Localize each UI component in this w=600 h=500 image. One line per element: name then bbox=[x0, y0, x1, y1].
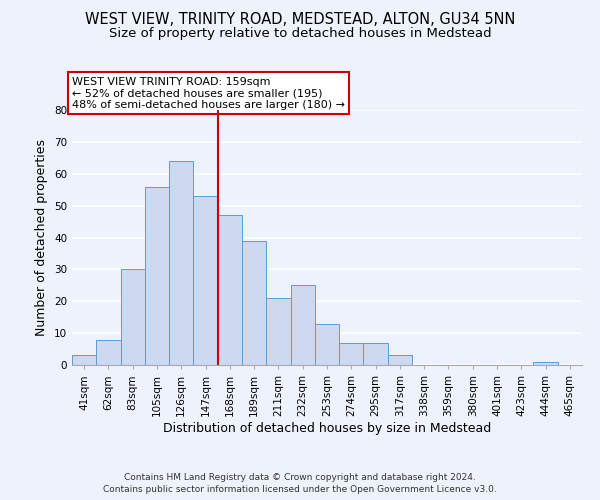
Bar bbox=[364, 342, 388, 365]
Text: Contains public sector information licensed under the Open Government Licence v3: Contains public sector information licen… bbox=[103, 485, 497, 494]
Bar bbox=[266, 298, 290, 365]
Text: WEST VIEW, TRINITY ROAD, MEDSTEAD, ALTON, GU34 5NN: WEST VIEW, TRINITY ROAD, MEDSTEAD, ALTON… bbox=[85, 12, 515, 28]
Text: Contains HM Land Registry data © Crown copyright and database right 2024.: Contains HM Land Registry data © Crown c… bbox=[124, 474, 476, 482]
Bar bbox=[388, 356, 412, 365]
Bar bbox=[169, 161, 193, 365]
Bar bbox=[96, 340, 121, 365]
Bar bbox=[193, 196, 218, 365]
Y-axis label: Number of detached properties: Number of detached properties bbox=[35, 139, 49, 336]
Bar bbox=[315, 324, 339, 365]
Bar bbox=[121, 270, 145, 365]
X-axis label: Distribution of detached houses by size in Medstead: Distribution of detached houses by size … bbox=[163, 422, 491, 434]
Bar bbox=[242, 240, 266, 365]
Text: WEST VIEW TRINITY ROAD: 159sqm
← 52% of detached houses are smaller (195)
48% of: WEST VIEW TRINITY ROAD: 159sqm ← 52% of … bbox=[72, 77, 345, 110]
Bar bbox=[339, 342, 364, 365]
Bar bbox=[218, 215, 242, 365]
Bar bbox=[72, 356, 96, 365]
Bar bbox=[145, 186, 169, 365]
Bar bbox=[290, 286, 315, 365]
Text: Size of property relative to detached houses in Medstead: Size of property relative to detached ho… bbox=[109, 28, 491, 40]
Bar bbox=[533, 362, 558, 365]
